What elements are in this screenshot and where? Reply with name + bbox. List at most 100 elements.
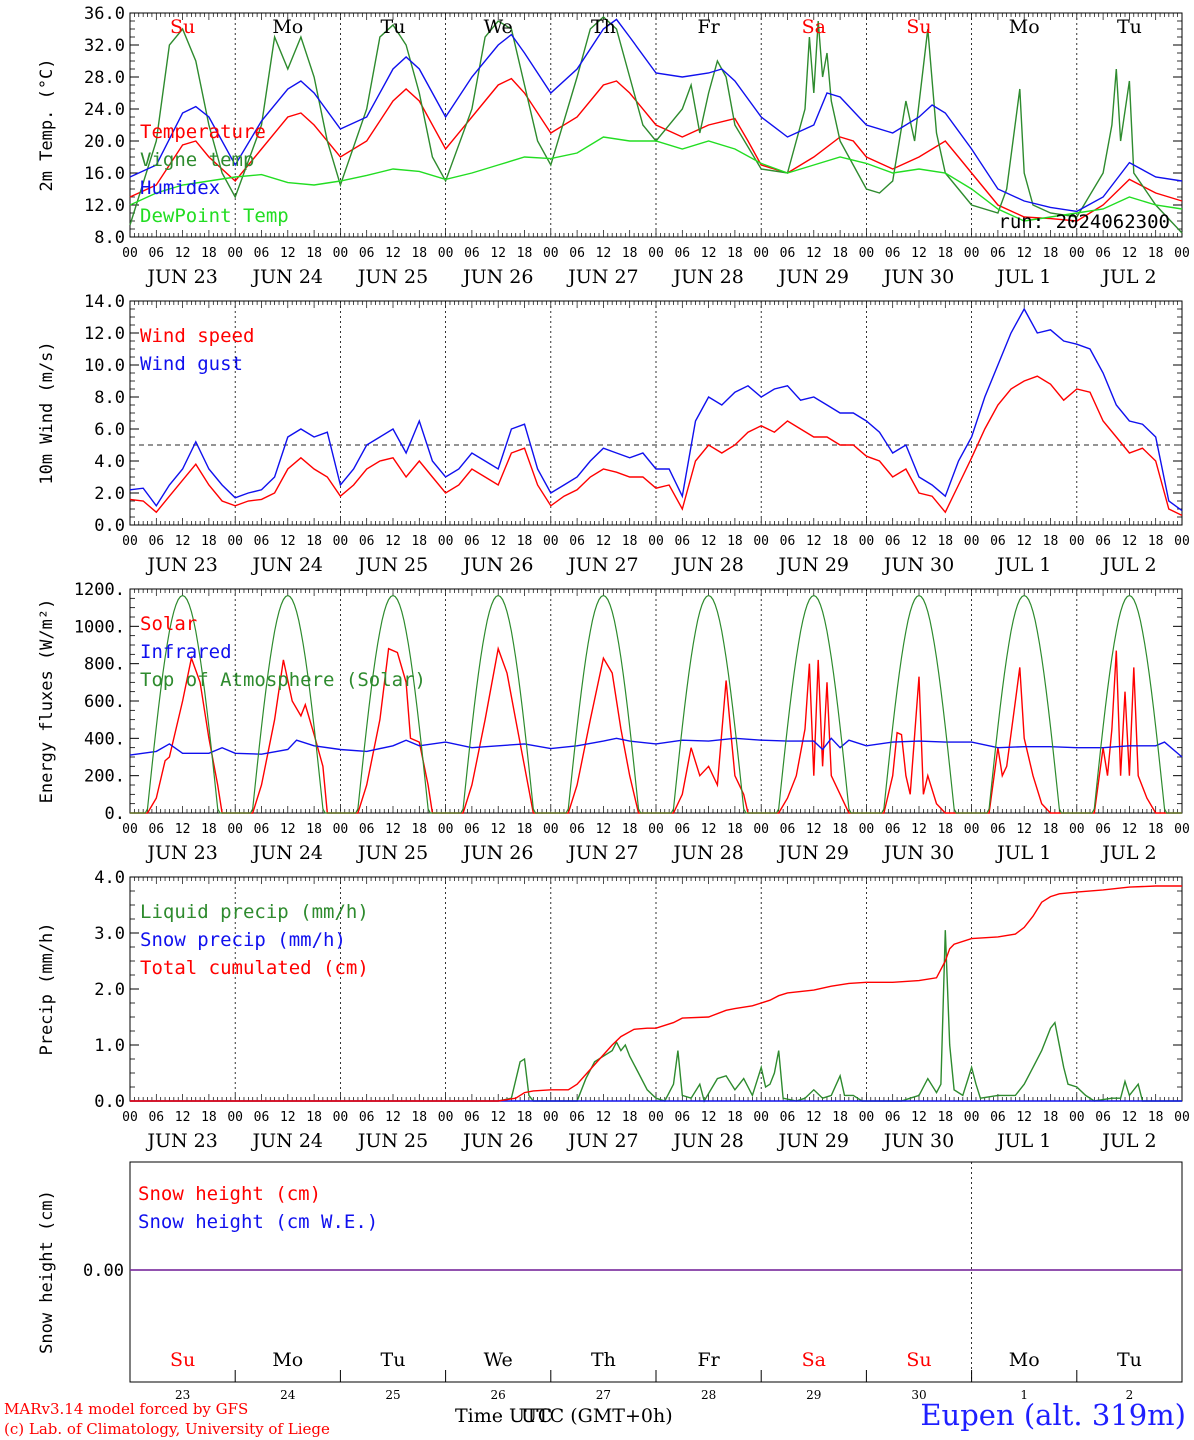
hour-tick-label: 18 — [622, 822, 638, 837]
series-total-cumulated-cm — [130, 885, 1182, 1102]
hour-tick-label: 18 — [937, 822, 953, 837]
lab-credit: (c) Lab. of Climatology, University of L… — [4, 1420, 330, 1438]
hour-tick-label: 12 — [1016, 1110, 1032, 1125]
hour-tick-label: 18 — [1148, 534, 1164, 549]
hour-tick-label: 00 — [964, 246, 980, 261]
y-tick-label: 8.0 — [94, 388, 125, 408]
hour-tick-label: 18 — [937, 246, 953, 261]
y-tick-label: 4.0 — [94, 452, 125, 472]
hour-tick-label: 18 — [517, 1110, 533, 1125]
hour-tick-label: 18 — [306, 1110, 322, 1125]
day-number: 27 — [596, 1388, 611, 1402]
legend-entry: Wind gust — [140, 353, 243, 375]
y-tick-label: 12.0 — [84, 324, 125, 344]
hour-tick-label: 00 — [648, 534, 664, 549]
hour-tick-label: 18 — [1043, 246, 1059, 261]
y-tick-label: 0.0 — [94, 516, 125, 536]
hour-tick-label: 00 — [1174, 534, 1190, 549]
day-number: 30 — [911, 1388, 926, 1402]
day-number: 28 — [701, 1388, 716, 1402]
hour-tick-label: 00 — [333, 246, 349, 261]
y-tick-label: 400. — [84, 729, 125, 749]
hour-tick-label: 00 — [1174, 246, 1190, 261]
date-label: JUN 23 — [145, 554, 217, 576]
day-number: 2 — [1126, 1388, 1134, 1402]
hour-tick-label: 06 — [780, 1110, 796, 1125]
weekday-label: Su — [170, 16, 195, 38]
date-label: JUN 27 — [566, 266, 638, 288]
hour-tick-label: 06 — [464, 1110, 480, 1125]
panel-1: 00 06 12 18 00 06 12 18 00 06 12 18 00 06 12 18 00 06 12 18… — [37, 4, 1190, 288]
hour-tick-label: 18 — [517, 822, 533, 837]
hour-tick-label: 18 — [1148, 1110, 1164, 1125]
date-label: JUN 30 — [882, 266, 954, 288]
y-tick-label: 1000. — [74, 617, 125, 637]
hour-tick-label: 06 — [674, 246, 690, 261]
hour-tick-label: 12 — [806, 246, 822, 261]
hour-tick-label: 00 — [122, 822, 138, 837]
hour-tick-label: 12 — [175, 246, 191, 261]
hour-tick-label: 18 — [411, 1110, 427, 1125]
legend-entry: Temperature — [140, 121, 266, 143]
hour-tick-label: 00 — [227, 534, 243, 549]
y-tick-label: 1.0 — [94, 1036, 125, 1056]
hour-tick-label: 06 — [569, 534, 585, 549]
date-label: JUN 24 — [251, 842, 323, 864]
hour-tick-label: 12 — [911, 534, 927, 549]
date-label: JUN 26 — [461, 266, 533, 288]
hour-tick-label: 00 — [227, 1110, 243, 1125]
hour-tick-label: 00 — [543, 246, 559, 261]
y-tick-label: 14.0 — [84, 292, 125, 312]
date-label: JUN 23 — [145, 266, 217, 288]
date-label: JUN 28 — [671, 1130, 743, 1152]
day-number: 23 — [175, 1388, 190, 1402]
hour-tick-label: 12 — [701, 822, 717, 837]
hour-tick-label: 12 — [701, 1110, 717, 1125]
y-tick-label: 36.0 — [84, 4, 125, 24]
hour-tick-label: 12 — [280, 1110, 296, 1125]
hour-tick-label: 06 — [990, 246, 1006, 261]
series-wind-gust — [129, 307, 1183, 512]
hour-tick-label: 12 — [1122, 1110, 1138, 1125]
date-label: JUL 2 — [1100, 1130, 1156, 1152]
date-label: JUN 26 — [461, 842, 533, 864]
hour-tick-label: 06 — [1095, 1110, 1111, 1125]
hour-tick-label: 18 — [727, 822, 743, 837]
hour-tick-label: 12 — [1016, 246, 1032, 261]
hour-tick-label: 00 — [753, 534, 769, 549]
weekday-label: Tu — [381, 1349, 406, 1371]
hour-tick-label: 18 — [1043, 534, 1059, 549]
hour-tick-label: 12 — [911, 822, 927, 837]
series-infrared — [129, 737, 1183, 758]
y-tick-label: 10.0 — [84, 356, 125, 376]
hour-tick-label: 18 — [1148, 822, 1164, 837]
date-label: JUN 25 — [356, 554, 428, 576]
model-credit: MARv3.14 model forced by GFS — [4, 1400, 249, 1418]
date-label: JUN 27 — [566, 842, 638, 864]
weekday-label: Mo — [1009, 1349, 1040, 1371]
date-label: JUN 28 — [671, 266, 743, 288]
weekday-label: Th — [591, 16, 616, 38]
date-label: JUL 2 — [1100, 842, 1156, 864]
hour-tick-label: 06 — [464, 534, 480, 549]
station-name: Eupen (alt. 319m) — [920, 1398, 1186, 1432]
hour-tick-label: 18 — [306, 822, 322, 837]
hour-tick-label: 00 — [333, 822, 349, 837]
hour-tick-label: 06 — [359, 822, 375, 837]
weekday-label: Tu — [381, 16, 406, 38]
legend-entry: Liquid precip (mm/h) — [140, 901, 369, 923]
hour-tick-label: 06 — [674, 1110, 690, 1125]
hour-tick-label: 12 — [175, 1110, 191, 1125]
hour-tick-label: 00 — [122, 246, 138, 261]
hour-tick-label: 12 — [1122, 534, 1138, 549]
hour-tick-label: 06 — [885, 822, 901, 837]
hour-tick-label: 12 — [280, 822, 296, 837]
hour-tick-label: 12 — [806, 534, 822, 549]
hour-tick-label: 18 — [201, 534, 217, 549]
y-tick-label: 6.0 — [94, 420, 125, 440]
hour-tick-label: 18 — [727, 534, 743, 549]
hour-tick-label: 12 — [1016, 822, 1032, 837]
hour-tick-label: 12 — [911, 246, 927, 261]
hour-tick-label: 12 — [596, 1110, 612, 1125]
day-number: 24 — [280, 1388, 296, 1402]
